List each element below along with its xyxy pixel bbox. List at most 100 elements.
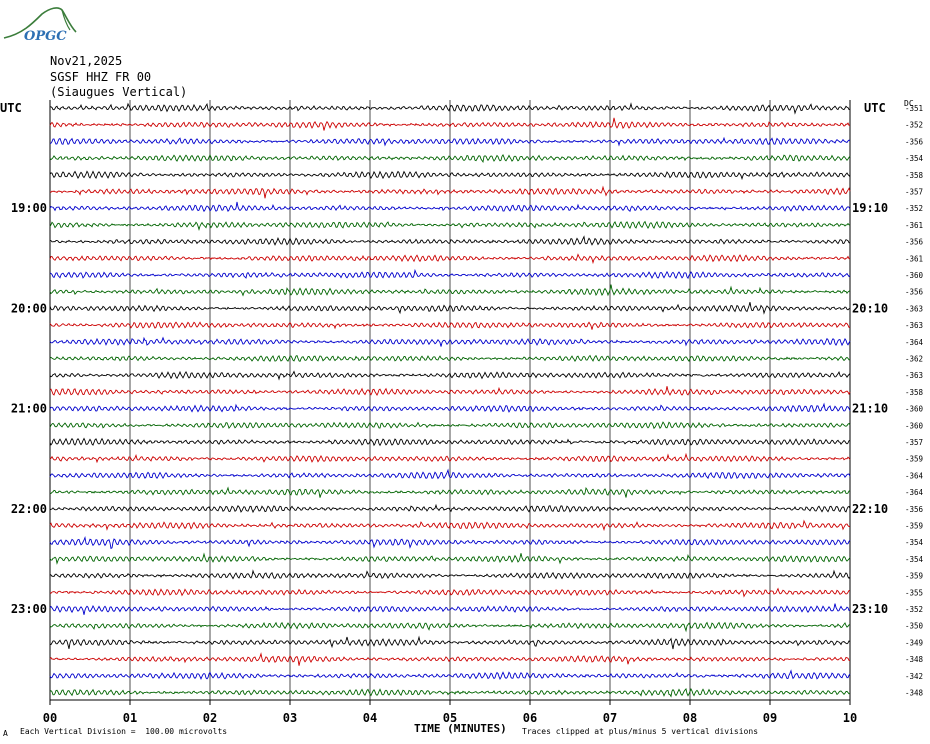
seismic-trace [49,402,851,413]
dc-offset-label: -363 [905,321,923,330]
dc-offset-label: -350 [905,622,924,631]
seismic-trace [49,652,851,666]
seismic-trace [49,235,851,246]
dc-offset-label: -360 [905,271,924,280]
x-tick-label: 05 [443,711,457,725]
dc-offset-label: -349 [905,638,923,647]
x-tick-label: 07 [603,711,617,725]
dc-offset-label: -362 [905,355,923,364]
seismic-trace [49,621,851,633]
seismic-trace [49,552,851,565]
dc-label: DC [904,99,914,108]
dc-offset-label: -359 [905,522,923,531]
left-hour-label: 23:00 [11,602,47,616]
seismic-trace [49,136,851,147]
seismic-trace [49,154,851,164]
seismic-trace [49,386,851,396]
corner-mark: A [3,729,8,738]
seismic-trace [49,170,851,181]
opgc-volcano-logo-icon: OPGC [3,7,77,44]
x-tick-label: 10 [843,711,857,725]
header-date: Nov21,2025 [50,54,123,68]
x-tick-label: 04 [363,711,377,725]
left-hour-label: 22:00 [11,502,47,516]
dc-offset-label: -361 [905,221,923,230]
dc-offset-label: -364 [905,471,924,480]
seismic-trace [49,321,851,330]
dc-offset-label: -364 [905,338,924,347]
seismic-trace [49,253,851,265]
dc-offset-label: -363 [905,304,923,313]
seismic-trace [49,603,851,615]
seismic-trace [49,635,851,650]
dc-offset-label: -355 [905,588,923,597]
dc-offset-label: -356 [905,137,924,146]
dc-offset-label: -348 [905,655,924,664]
dc-offset-label: -352 [905,605,923,614]
header-station: SGSF HHZ FR 00 [50,70,152,84]
seismic-trace [49,201,851,213]
clip-note: Traces clipped at plus/minus 5 vertical … [522,727,759,736]
dc-offset-label: -351 [905,104,923,113]
logo-text: OPGC [24,29,67,44]
dc-offset-label: -354 [905,555,924,564]
right-hour-label: 20:10 [852,301,888,315]
seismic-trace [49,519,851,532]
left-hour-label: 19:00 [11,201,47,215]
dc-offset-label: -357 [905,188,923,197]
dc-offset-label: -348 [905,689,924,698]
right-utc-label: UTC [864,101,886,115]
dc-offset-label: -342 [905,672,923,681]
seismic-trace [49,370,851,381]
dc-offset-label: -354 [905,154,924,163]
dc-offset-label: -352 [905,204,923,213]
dc-offset-label: -358 [905,388,924,397]
dc-offset-label: -363 [905,371,923,380]
x-axis-title: TIME (MINUTES) [414,722,507,735]
dc-offset-label: -360 [905,405,924,414]
dc-offset-label: -359 [905,455,923,464]
seismic-trace [49,569,851,580]
seismic-trace [49,354,851,363]
dc-offset-label: -364 [905,488,924,497]
left-utc-label: UTC [0,101,22,115]
x-tick-label: 02 [203,711,217,725]
left-hour-label: 20:00 [11,301,47,315]
right-hour-label: 21:10 [852,402,888,416]
header-site: (Siaugues Vertical) [50,85,188,99]
seismic-trace [49,117,850,131]
right-hour-label: 23:10 [852,602,888,616]
x-tick-label: 00 [43,711,57,725]
x-tick-label: 08 [683,711,697,725]
dc-offset-label: -356 [905,238,924,247]
x-tick-label: 09 [763,711,777,725]
seismic-trace [49,587,851,598]
seismic-trace [49,486,851,498]
scale-note: Each Vertical Division = 100.00 microvol… [20,727,228,736]
dc-offset-label: -360 [905,421,924,430]
seismic-trace [49,452,851,464]
seismic-trace [49,669,851,680]
seismic-trace [49,268,851,280]
right-hour-label: 22:10 [852,502,888,516]
seismic-trace [49,503,851,514]
seismic-trace [49,535,851,550]
seismic-trace [49,185,851,199]
dc-offset-label: -359 [905,572,923,581]
right-hour-label: 19:10 [852,201,888,215]
dc-offset-label: -357 [905,438,923,447]
dc-offset-label: -352 [905,121,923,130]
seismic-trace [49,302,851,315]
dc-offset-label: -356 [905,288,924,297]
dc-offset-label: -356 [905,505,924,514]
x-tick-label: 03 [283,711,297,725]
seismic-trace [49,102,851,115]
dc-offset-label: -354 [905,538,924,547]
seismic-trace [49,437,851,447]
dc-offset-label: -358 [905,171,924,180]
seismic-trace [49,687,851,698]
seismic-trace [49,284,851,297]
x-tick-label: 01 [123,711,137,725]
dc-offset-label: -361 [905,254,923,263]
